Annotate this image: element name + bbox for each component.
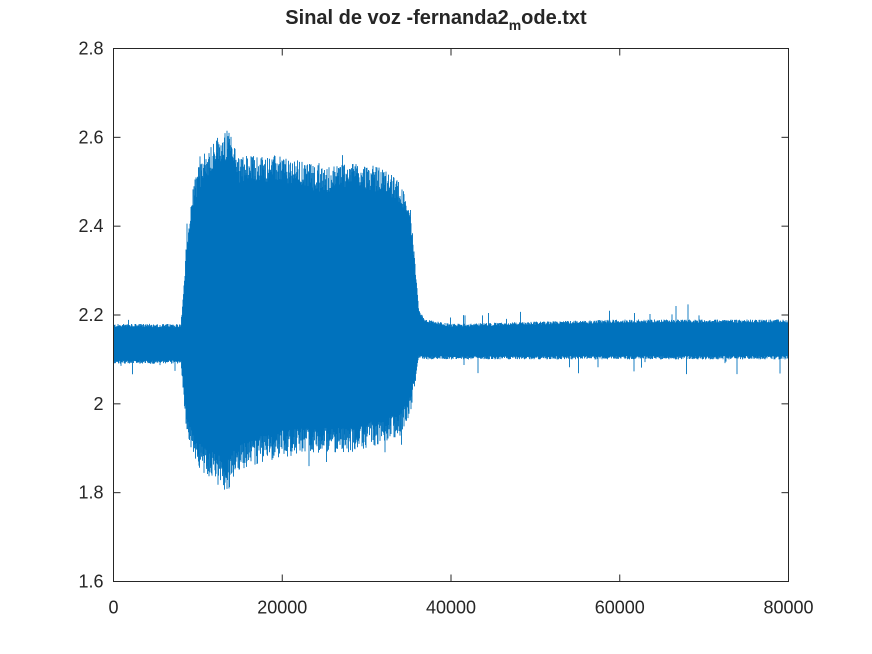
chart-title: Sinal de voz -fernanda2mode.txt (285, 7, 587, 33)
chart-title-subscript: m (509, 17, 521, 33)
x-tick-label: 20000 (257, 598, 307, 618)
x-tick-label: 40000 (426, 598, 476, 618)
x-tick-label: 80000 (763, 598, 813, 618)
y-tick-label: 1.6 (78, 572, 103, 592)
chart-title-rest: ode.txt (521, 7, 587, 29)
y-tick-label: 2.6 (78, 127, 103, 147)
x-tick-label: 60000 (595, 598, 645, 618)
y-tick-label: 2 (93, 394, 103, 414)
y-tick-label: 2.8 (78, 39, 103, 59)
axis-ticks: 0 20000 40000 60000 80000 1.6 1.8 2 2.2 2.4 2.6 2.8 (78, 39, 813, 618)
y-tick-label: 2.4 (78, 216, 103, 236)
y-tick-label: 1.8 (78, 483, 103, 503)
x-tick-label: 0 (108, 598, 118, 618)
chart-title-main: Sinal de voz -fernanda2 (285, 7, 508, 29)
y-tick-label: 2.2 (78, 305, 103, 325)
